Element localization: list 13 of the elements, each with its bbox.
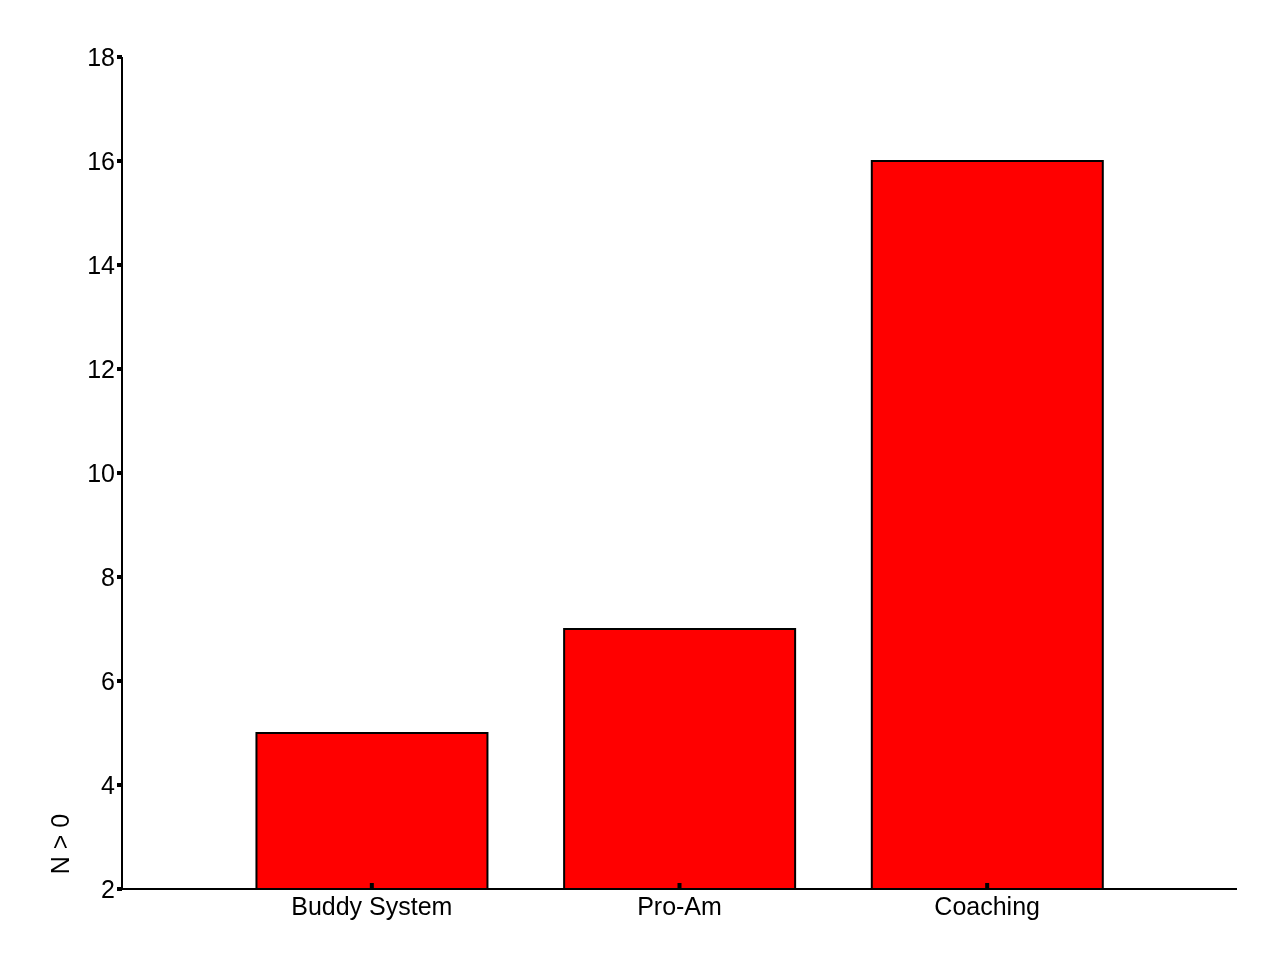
x-tick-label: Pro-Am xyxy=(637,891,722,920)
y-tick-label: 18 xyxy=(87,42,115,71)
y-tick-label: 16 xyxy=(87,146,115,175)
x-tick-label: Coaching xyxy=(934,891,1040,920)
y-tick-label: 10 xyxy=(87,458,115,487)
y-tick-label: 2 xyxy=(101,874,115,903)
y-tick-label: 8 xyxy=(101,562,115,591)
y-tick-label: 6 xyxy=(101,666,115,695)
y-tick-label: 12 xyxy=(87,354,115,383)
y-tick-label: 4 xyxy=(101,770,116,799)
y-tick-label: 14 xyxy=(87,250,116,279)
x-tick-label: Buddy System xyxy=(291,891,453,920)
y-axis-title: N > 0 xyxy=(46,813,74,875)
